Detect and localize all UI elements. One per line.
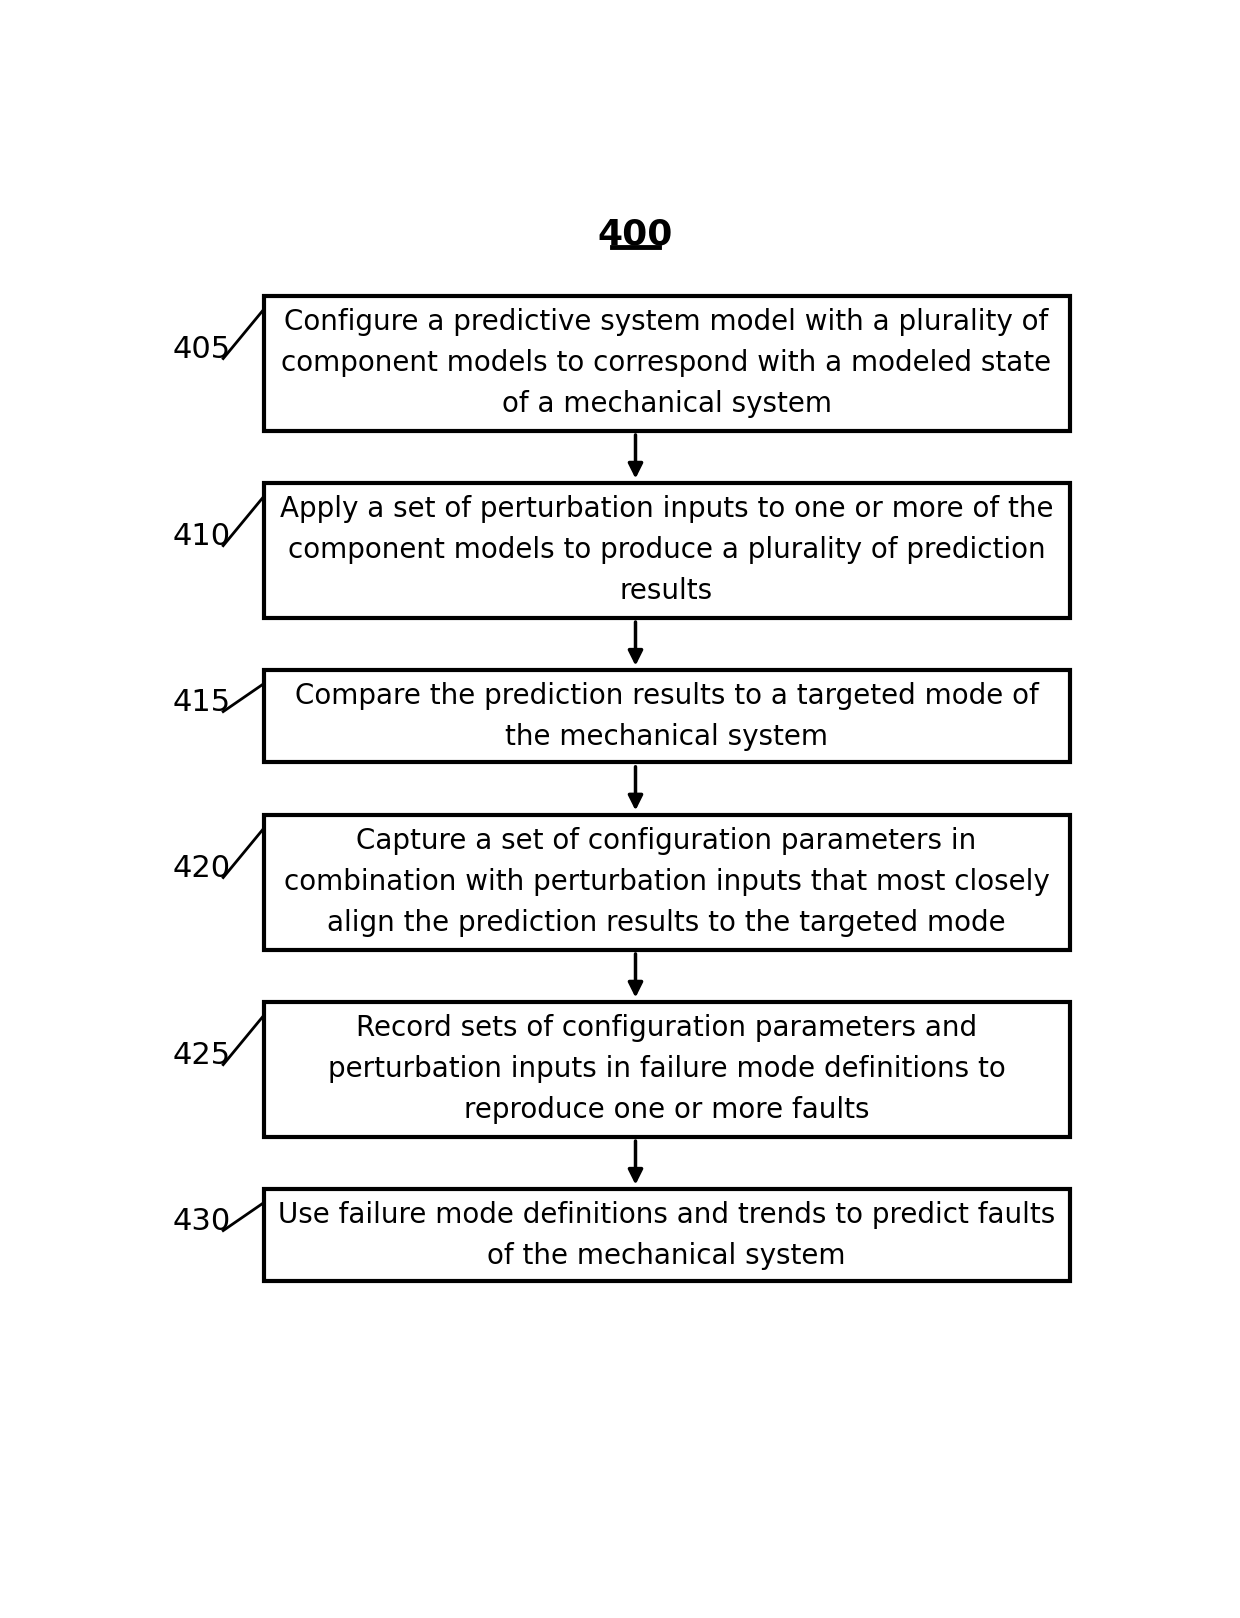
Text: Capture a set of configuration parameters in
combination with perturbation input: Capture a set of configuration parameter… <box>284 827 1049 937</box>
Bar <box>263 670 1069 762</box>
Text: 415: 415 <box>172 688 231 717</box>
Bar <box>263 482 1069 618</box>
Bar <box>263 1002 1069 1136</box>
Bar <box>263 296 1069 430</box>
Text: 400: 400 <box>598 217 673 251</box>
Text: Use failure mode definitions and trends to predict faults
of the mechanical syst: Use failure mode definitions and trends … <box>278 1201 1055 1270</box>
Text: Record sets of configuration parameters and
perturbation inputs in failure mode : Record sets of configuration parameters … <box>327 1014 1006 1125</box>
Text: Configure a predictive system model with a plurality of
component models to corr: Configure a predictive system model with… <box>281 307 1052 419</box>
Bar <box>263 815 1069 950</box>
Text: 420: 420 <box>172 854 231 883</box>
Text: 430: 430 <box>172 1207 231 1236</box>
Text: Compare the prediction results to a targeted mode of
the mechanical system: Compare the prediction results to a targ… <box>295 681 1038 751</box>
Text: Apply a set of perturbation inputs to one or more of the
component models to pro: Apply a set of perturbation inputs to on… <box>280 495 1053 605</box>
Text: 410: 410 <box>172 523 231 550</box>
Text: 405: 405 <box>172 335 231 364</box>
Text: 425: 425 <box>172 1040 231 1069</box>
Bar <box>263 1189 1069 1281</box>
